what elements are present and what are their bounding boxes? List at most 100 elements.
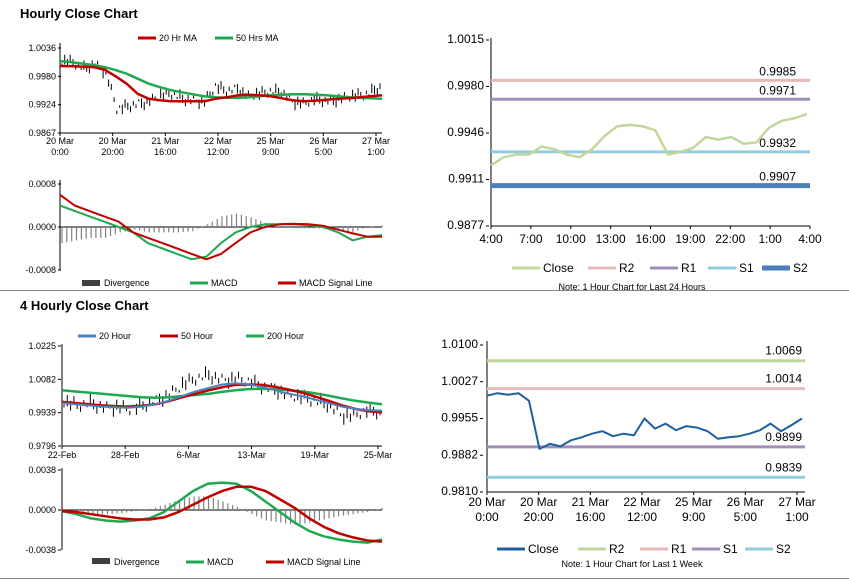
- hourly-price-x-tick-date: 21 Mar: [151, 136, 179, 146]
- hourly-macd-legend-label: Divergence: [104, 278, 150, 288]
- hourly-price-x-tick-time: 12:00: [207, 147, 230, 157]
- hourly-level-s1-label: 0.9932: [759, 136, 796, 150]
- hourly-levels-y-tick-label: 0.9946: [447, 125, 484, 139]
- four-hourly-levels-x-tick-time: 1:00: [785, 510, 809, 524]
- four-hourly-levels-x-tick-date: 27 Mar: [778, 495, 815, 509]
- four-hourly-price-y-tick-label: 1.0082: [28, 374, 56, 384]
- section-divider: [0, 290, 849, 291]
- hourly-levels-note: Note: 1 Hour Chart for Last 24 Hours: [558, 282, 706, 292]
- hourly-macd-legend-label: MACD: [211, 278, 238, 288]
- four-hourly-levels-x-tick-date: 26 Mar: [727, 495, 764, 509]
- hourly-price-y-tick-label: 0.9924: [28, 100, 56, 110]
- four-hourly-levels-x-tick-date: 20 Mar: [468, 495, 505, 509]
- four-hourly-levels-x-tick-date: 21 Mar: [572, 495, 609, 509]
- hourly-price-y-tick-label: 1.0036: [28, 43, 56, 53]
- four-hourly-levels-x-tick-time: 9:00: [682, 510, 706, 524]
- four-hourly-levels-y-tick-label: 1.0027: [441, 374, 478, 388]
- four-hourly-levels-y-tick-label: 0.9882: [441, 447, 478, 461]
- four-hourly-levels-x-tick-time: 16:00: [575, 510, 605, 524]
- hourly-macd-y-tick-label: 0.0008: [28, 179, 56, 189]
- four-hourly-macd-legend-label: MACD: [207, 557, 234, 567]
- four-hourly-price-legend-label: 200 Hour: [267, 331, 304, 341]
- week-level-r1-label: 1.0014: [765, 372, 802, 386]
- four-hourly-price-legend-label: 50 Hour: [181, 331, 213, 341]
- four-hourly-price-y-tick-label: 0.9939: [28, 408, 56, 418]
- four-hourly-levels-x-tick-date: 20 Mar: [520, 495, 557, 509]
- hourly-levels-x-tick-label: 13:00: [596, 232, 626, 246]
- hourly-section-title: Hourly Close Chart: [20, 6, 138, 21]
- week-level-s2-label: 0.9839: [765, 460, 802, 474]
- week-level-s1-label: 0.9899: [765, 430, 802, 444]
- hourly-levels-y-tick-label: 0.9911: [448, 172, 484, 186]
- hourly-macd-line: [59, 204, 383, 261]
- four-hourly-levels-y-tick-label: 1.0100: [441, 337, 478, 351]
- four-hourly-macd-legend-label: MACD Signal Line: [287, 557, 361, 567]
- hourly-ma20-line: [60, 64, 383, 103]
- hourly-levels-y-tick-label: 1.0015: [447, 32, 484, 46]
- hourly-signal-line: [59, 193, 382, 261]
- week-legend-label: S1: [723, 542, 738, 556]
- hourly-levels-x-tick-label: 1:00: [758, 232, 782, 246]
- hourly-levels-x-tick-label: 4:00: [798, 232, 822, 246]
- week-close-line: [486, 392, 803, 450]
- four-hourly-levels-x-tick-time: 0:00: [475, 510, 499, 524]
- four-hourly-ma200-line: [61, 387, 383, 406]
- hourly-price-x-tick-time: 9:00: [262, 147, 280, 157]
- hourly-levels-y-tick-label: 0.9877: [447, 218, 484, 232]
- hourly-price-x-tick-time: 20:00: [101, 147, 124, 157]
- four-hourly-price-x-tick-label: 13-Mar: [237, 450, 266, 460]
- hourly-levels-x-tick-label: 7:00: [519, 232, 543, 246]
- hourly-macd-legend-label: MACD Signal Line: [299, 278, 373, 288]
- hourly-levels-x-tick-label: 16:00: [635, 232, 665, 246]
- hourly-levels-legend-label: S1: [739, 261, 754, 275]
- four-hourly-price-y-tick-label: 1.0225: [28, 341, 56, 351]
- hourly-price-x-tick-time: 0:00: [51, 147, 69, 157]
- four-hourly-price-legend-label: 20 Hour: [99, 331, 131, 341]
- four-hourly-divergence-legend-swatch: [92, 558, 110, 564]
- four-hourly-macd-y-tick-label: 0.0000: [28, 505, 56, 515]
- four-hourly-levels-x-tick-time: 20:00: [524, 510, 554, 524]
- week-legend-label: R1: [671, 542, 687, 556]
- hourly-levels-y-tick-label: 0.9980: [447, 79, 484, 93]
- four-hourly-levels-x-tick-time: 5:00: [734, 510, 758, 524]
- four-hourly-price-y-tick-label: 0.9796: [28, 441, 56, 451]
- four-hourly-macd-legend-label: Divergence: [114, 557, 160, 567]
- four-hourly-section-title: 4 Hourly Close Chart: [20, 298, 149, 313]
- week-note: Note: 1 Hour Chart for Last 1 Week: [562, 559, 703, 569]
- hourly-levels-x-tick-label: 22:00: [715, 232, 745, 246]
- four-hourly-macd-line: [61, 481, 383, 544]
- hourly-level-r1-label: 0.9971: [759, 83, 796, 97]
- hourly-macd-y-tick-label: 0.0000: [28, 222, 56, 232]
- hourly-level-s2-label: 0.9907: [759, 170, 796, 184]
- hourly-levels-legend-label: R1: [681, 261, 697, 275]
- four-hourly-price-x-tick-label: 19-Mar: [301, 450, 330, 460]
- hourly-levels-legend-label: R2: [619, 261, 635, 275]
- hourly-price-x-tick-date: 27 Mar: [362, 136, 390, 146]
- bottom-rule: [0, 578, 849, 579]
- four-hourly-macd-y-tick-label: -0.0038: [25, 545, 56, 555]
- hourly-price-x-tick-date: 20 Mar: [99, 136, 127, 146]
- hourly-price-x-tick-time: 5:00: [315, 147, 333, 157]
- four-hourly-price-x-tick-label: 22-Feb: [48, 450, 77, 460]
- four-hourly-macd-y-tick-label: 0.0038: [28, 465, 56, 475]
- four-hourly-price-x-tick-label: 6-Mar: [177, 450, 201, 460]
- hourly-price-x-tick-time: 16:00: [154, 147, 177, 157]
- hourly-price-legend-label: 20 Hr MA: [159, 33, 197, 43]
- four-hourly-ma50-line: [61, 383, 383, 414]
- week-legend-label: Close: [528, 542, 559, 556]
- hourly-price-y-tick-label: 0.9980: [28, 71, 56, 81]
- four-hourly-signal-line: [61, 485, 383, 543]
- four-hourly-ma20-line: [61, 382, 383, 412]
- hourly-divergence-legend-swatch: [82, 280, 100, 286]
- hourly-levels-legend-label: S2: [793, 261, 808, 275]
- hourly-price-x-tick-date: 20 Mar: [46, 136, 74, 146]
- hourly-levels-close-line: [490, 112, 808, 167]
- four-hourly-levels-y-tick-label: 0.9955: [441, 411, 478, 425]
- hourly-price-y-tick-label: 0.9867: [28, 128, 56, 138]
- hourly-levels-x-tick-label: 10:00: [556, 232, 586, 246]
- hourly-levels-legend-label: Close: [543, 261, 574, 275]
- hourly-levels-x-tick-label: 4:00: [479, 232, 503, 246]
- four-hourly-price-x-tick-label: 28-Feb: [111, 450, 140, 460]
- hourly-levels-x-tick-label: 19:00: [675, 232, 705, 246]
